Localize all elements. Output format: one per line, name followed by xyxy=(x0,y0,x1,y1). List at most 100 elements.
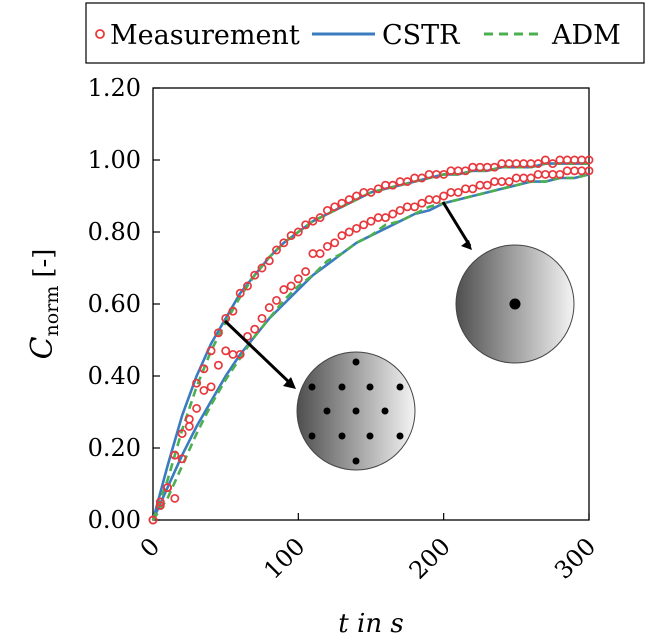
measurement-point xyxy=(155,497,165,507)
measurement-point xyxy=(540,155,550,165)
y-axis: 0.00 0.20 0.40 0.60 0.80 1.00 1.20 xyxy=(88,74,160,534)
measurement-point xyxy=(366,187,376,197)
measurement-point xyxy=(352,223,361,233)
inlet-dot xyxy=(338,383,346,391)
x-axis: 0 100 200 300 xyxy=(135,513,601,585)
x-axis-label: t in s xyxy=(338,609,403,639)
measurement-point xyxy=(446,187,456,197)
measurement-point xyxy=(293,227,303,237)
measurement-point xyxy=(192,403,202,413)
measurement-point xyxy=(417,173,427,183)
measurement-point xyxy=(373,184,383,194)
measurement-point xyxy=(279,285,289,295)
measurement-point xyxy=(177,429,187,439)
measurement-point xyxy=(301,267,311,277)
measurement-point xyxy=(192,378,202,388)
x-axis-label-text: t in s xyxy=(338,609,403,639)
inlet-dot xyxy=(381,407,389,415)
measurement-point xyxy=(264,256,274,266)
measurement-point xyxy=(540,169,550,179)
measurement-point xyxy=(381,213,390,223)
measurement-point xyxy=(431,195,441,205)
measurement-point xyxy=(235,288,245,298)
y-axis-label-sub: norm xyxy=(41,286,63,337)
legend: Measurement CSTR ADM xyxy=(85,2,645,64)
multi-inlet-dots xyxy=(308,358,404,465)
inlet-dot xyxy=(308,383,316,391)
measurement-point xyxy=(439,169,449,179)
y-tick-label: 1.20 xyxy=(88,74,141,102)
measurement-point xyxy=(272,295,281,305)
measurement-point xyxy=(206,382,216,392)
measurement-point xyxy=(352,191,361,201)
measurement-point xyxy=(184,414,194,424)
measurement-point xyxy=(344,227,354,237)
measurement-point xyxy=(468,184,478,194)
measurement-point xyxy=(417,198,427,208)
measurement-point xyxy=(315,213,325,223)
measurement-point xyxy=(199,364,209,374)
inlet-dot xyxy=(396,432,404,440)
inlet-dot xyxy=(308,432,316,440)
y-tick-label: 0.60 xyxy=(88,290,141,318)
measurement-point xyxy=(199,385,209,395)
legend-label-adm: ADM xyxy=(551,20,621,51)
y-axis-label-main: C xyxy=(25,336,60,359)
measurement-point xyxy=(497,177,507,187)
measurement-point xyxy=(490,177,499,187)
measurement-point xyxy=(482,180,492,190)
series-layer xyxy=(148,155,594,525)
x-tick-label: 300 xyxy=(549,532,601,584)
measurement-point xyxy=(286,281,296,291)
measurement-point xyxy=(243,331,252,341)
measurement-point xyxy=(402,177,412,187)
y-tick-label: 1.00 xyxy=(88,146,141,174)
y-axis-label-unit: [-] xyxy=(29,249,59,278)
measurement-point xyxy=(577,166,587,176)
measurement-point xyxy=(330,202,340,212)
annotation-arrowhead-multi-inlet xyxy=(283,377,296,389)
measurement-point xyxy=(155,501,165,511)
measurement-point xyxy=(526,173,536,183)
measurement-point xyxy=(272,245,281,255)
single-inlet-dot xyxy=(509,298,521,310)
inlet-dot xyxy=(366,432,374,440)
x-tick-label: 200 xyxy=(404,532,456,584)
measurement-point xyxy=(548,159,558,169)
measurement-point xyxy=(548,169,558,179)
measurement-point xyxy=(359,220,369,230)
measurement-point xyxy=(322,205,332,215)
inlet-dot xyxy=(366,383,374,391)
measurement-point xyxy=(570,166,579,176)
measurement-point xyxy=(286,231,296,241)
measurement-point xyxy=(424,195,434,205)
measurement-point xyxy=(184,421,194,431)
measurement-point xyxy=(308,249,318,259)
measurement-point xyxy=(388,180,398,190)
measurement-point xyxy=(243,281,252,291)
y-tick-label: 0.20 xyxy=(88,434,141,462)
y-axis-label: Cnorm [-] xyxy=(25,249,63,360)
measurement-point xyxy=(221,346,231,356)
measurement-point xyxy=(250,270,260,280)
measurement-point xyxy=(279,238,289,248)
measurement-point xyxy=(257,313,267,323)
inlet-dot xyxy=(352,407,360,415)
measurement-point xyxy=(511,173,521,183)
measurement-point xyxy=(213,328,223,338)
inlet-dot xyxy=(323,407,331,415)
measurement-point xyxy=(235,349,245,359)
annotation-arrow-single-inlet xyxy=(441,201,472,247)
measurement-point xyxy=(504,177,514,187)
measurement-point xyxy=(330,238,340,248)
measurement-point xyxy=(250,324,260,334)
measurement-point xyxy=(533,169,543,179)
y-tick-label: 0.80 xyxy=(88,218,141,246)
measurement-point xyxy=(322,241,332,251)
measurement-point xyxy=(264,303,274,313)
measurement-point xyxy=(163,483,172,493)
y-tick-label: 0.40 xyxy=(88,362,141,390)
measurement-point xyxy=(206,346,216,356)
adm-line-single-inlet xyxy=(151,173,590,521)
